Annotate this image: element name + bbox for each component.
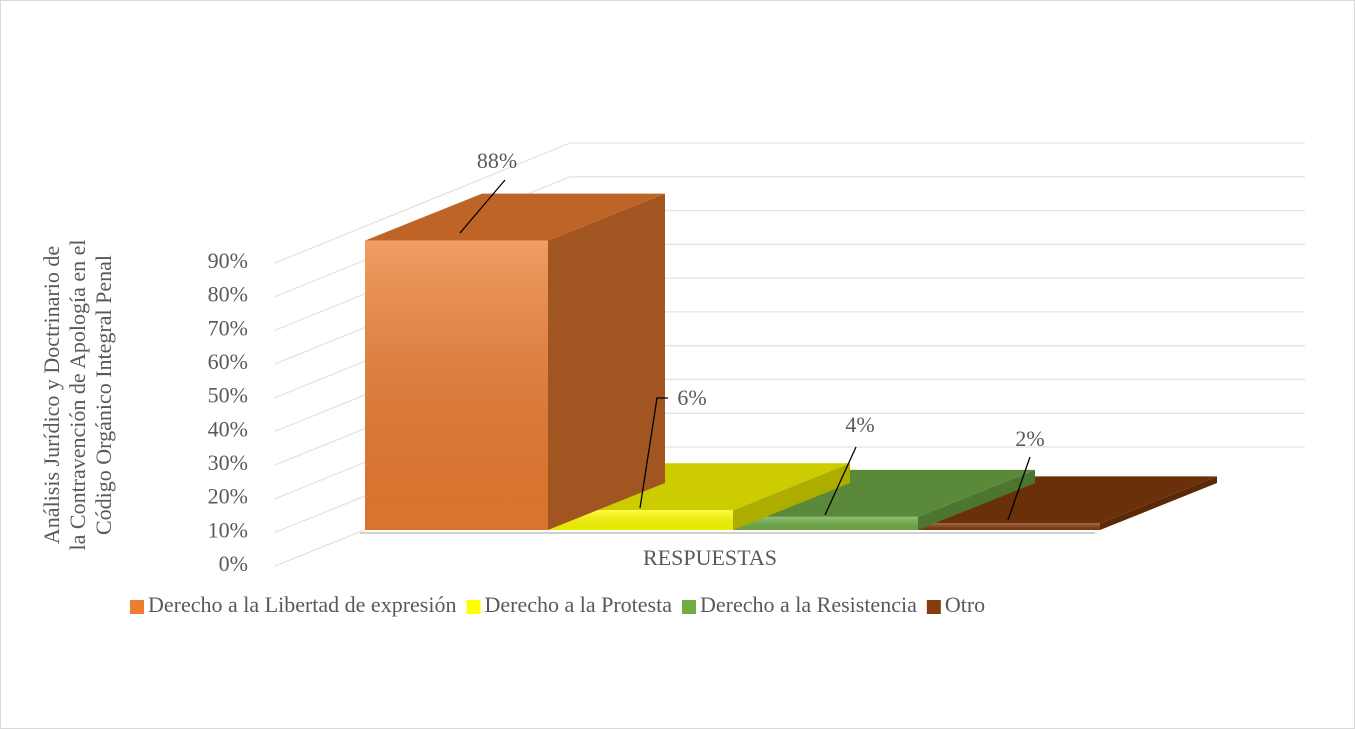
leader-line: [824, 446, 857, 516]
bar-3d: [365, 193, 665, 531]
bar-side: [733, 463, 850, 530]
bar-front-sheen: [548, 510, 733, 530]
bar-side: [1100, 476, 1217, 530]
bar-side: [548, 193, 665, 531]
bar-side: [918, 469, 1035, 530]
legend-label: Otro: [945, 592, 985, 617]
data-label: 4%: [845, 412, 874, 437]
legend-swatch: [682, 600, 696, 614]
y-tick-label: 30%: [208, 450, 248, 475]
y-axis-title-line: Análisis Jurídico y Doctrinario de: [39, 246, 64, 544]
leader-line: [459, 179, 506, 234]
y-tick-label: 20%: [208, 484, 248, 509]
y-tick-label: 70%: [208, 315, 248, 340]
y-tick-label: 40%: [208, 416, 248, 441]
legend-swatch: [926, 600, 941, 614]
legend-label: Derecho a la Libertad de expresión: [148, 592, 456, 617]
bar-top: [733, 469, 1035, 517]
x-tick-label: RESPUESTAS: [643, 545, 777, 570]
legend-label: Derecho a la Protesta: [484, 592, 672, 617]
bar-front-sheen: [918, 523, 1100, 530]
y-axis-title: Análisis Jurídico y Doctrinario dela Con…: [39, 240, 116, 551]
bar-top: [365, 193, 665, 241]
leader-line: [639, 397, 668, 509]
data-label: 2%: [1015, 426, 1044, 451]
y-tick-label: 10%: [208, 517, 248, 542]
y-tick-label: 50%: [208, 383, 248, 408]
bar-3d: [918, 476, 1217, 530]
data-label: 6%: [677, 385, 706, 410]
y-tick-label: 80%: [208, 282, 248, 307]
bar-front-sheen: [365, 240, 548, 531]
bar-top: [918, 476, 1217, 524]
bar-front-sheen: [733, 516, 918, 530]
data-label: 88%: [477, 148, 517, 173]
y-axis-title-line: la Contravención de Apología en el: [65, 240, 90, 551]
y-tick-label: 60%: [208, 349, 248, 374]
legend-label: Derecho a la Resistencia: [700, 592, 917, 617]
y-axis-title-line: Código Orgánico Integral Penal: [91, 255, 116, 535]
legend-swatch: [130, 600, 144, 614]
y-tick-label: 90%: [208, 248, 248, 273]
y-tick-label: 0%: [219, 551, 248, 576]
leader-line: [1007, 456, 1031, 521]
legend-swatch: [466, 600, 481, 614]
bar-3d: [733, 469, 1035, 530]
grid-line: [274, 142, 1305, 264]
